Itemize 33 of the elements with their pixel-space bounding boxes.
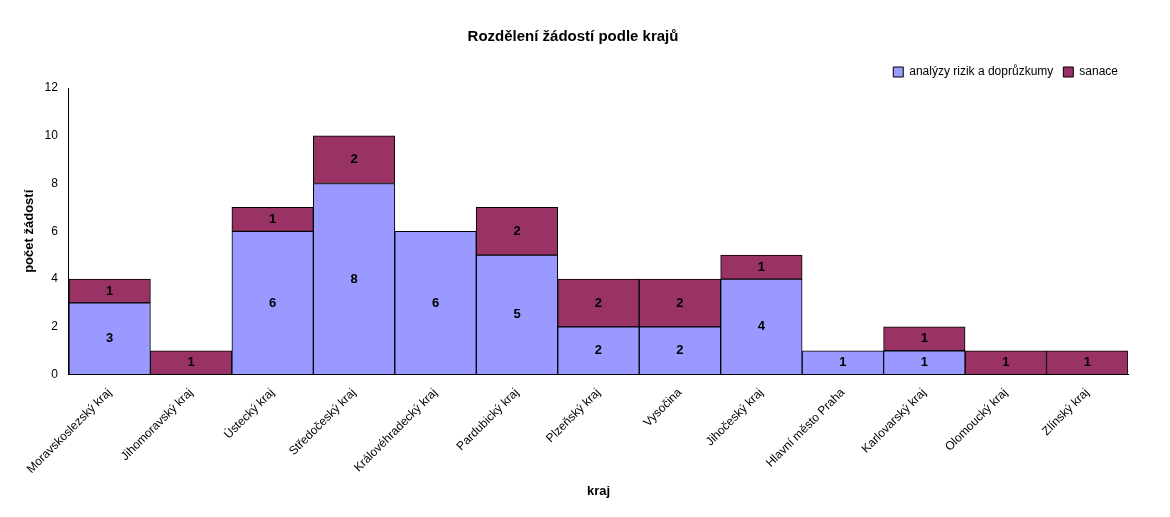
data-label: 1 <box>839 354 847 370</box>
data-label: 1 <box>920 354 928 370</box>
data-label: 2 <box>350 151 358 167</box>
data-label: 1 <box>187 354 195 370</box>
y-axis-title: počet žádostí <box>21 189 37 273</box>
data-label: 6 <box>268 294 277 310</box>
data-label: 5 <box>513 306 521 322</box>
data-label: 1 <box>1002 354 1010 370</box>
y-tick-label: 0 <box>51 366 59 381</box>
data-label: 1 <box>1083 354 1091 370</box>
data-label: 1 <box>106 282 114 298</box>
legend-label: analýzy rizik a doprůzkumy <box>909 64 1054 79</box>
y-tick-label: 12 <box>44 80 59 95</box>
y-tick-label: 4 <box>51 271 59 286</box>
data-label: 2 <box>513 222 521 238</box>
data-label: 1 <box>920 330 928 346</box>
data-label: 3 <box>106 330 114 346</box>
y-tick-label: 8 <box>51 175 59 190</box>
x-axis-title: kraj <box>586 482 611 498</box>
data-label: 4 <box>757 318 766 334</box>
y-tick-label: 10 <box>44 128 59 143</box>
data-label: 2 <box>594 342 603 358</box>
data-label: 2 <box>594 294 603 310</box>
data-label: 2 <box>676 342 684 358</box>
y-tick-label: 2 <box>51 319 59 334</box>
data-label: 8 <box>350 270 358 286</box>
data-label: 2 <box>676 294 684 310</box>
legend-label: sanace <box>1079 64 1119 79</box>
data-label: 6 <box>431 294 440 310</box>
data-label: 1 <box>757 258 766 274</box>
y-tick-label: 6 <box>51 223 59 238</box>
data-label: 1 <box>268 210 277 226</box>
chart-title: Rozdělení žádostí podle krajů <box>467 27 679 45</box>
